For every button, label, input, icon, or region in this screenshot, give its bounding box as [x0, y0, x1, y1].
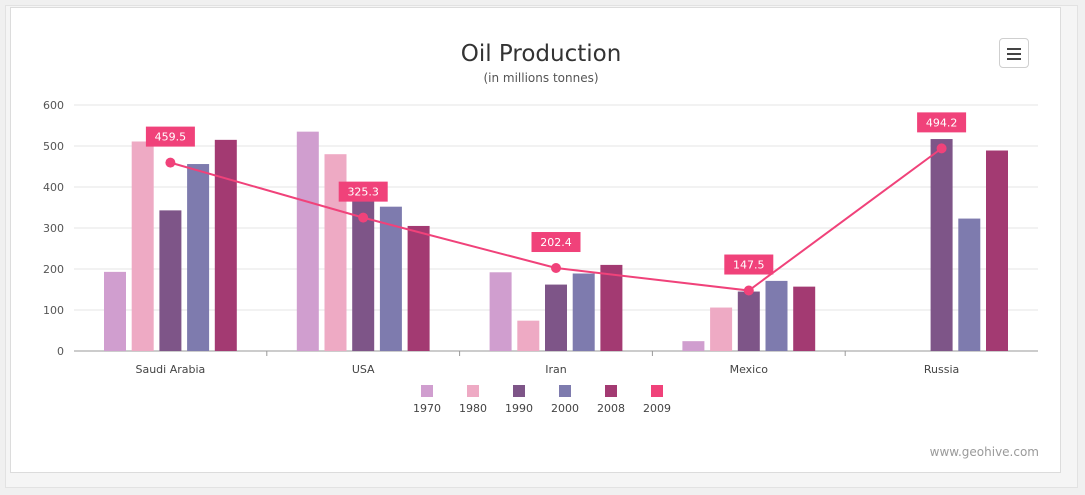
bar-2000-iran[interactable] — [572, 273, 595, 351]
legend-swatch-2000[interactable] — [559, 385, 571, 397]
bar-1980-saudi-arabia[interactable] — [131, 141, 154, 351]
bar-1980-mexico[interactable] — [710, 307, 733, 351]
legend-label-2000[interactable]: 2000 — [551, 402, 579, 415]
bar-1990-russia[interactable] — [930, 139, 953, 351]
bar-2008-saudi-arabia[interactable] — [214, 139, 237, 351]
bar-1970-usa[interactable] — [296, 131, 319, 351]
bar-1990-iran[interactable] — [545, 284, 567, 351]
y-tick-label: 500 — [43, 140, 64, 153]
y-tick-label: 100 — [43, 304, 64, 317]
bar-2000-mexico[interactable] — [765, 280, 788, 351]
x-tick-label: Iran — [545, 363, 567, 376]
data-label: 459.5 — [155, 131, 187, 144]
bar-2008-usa[interactable] — [407, 225, 430, 351]
legend-label-2008[interactable]: 2008 — [597, 402, 625, 415]
chart-title: Oil Production — [461, 41, 622, 67]
legend-swatch-2008[interactable] — [605, 385, 617, 397]
x-tick-label: Russia — [924, 363, 959, 376]
bar-1970-mexico[interactable] — [682, 341, 705, 351]
data-label-box — [531, 232, 581, 253]
line-point-2009[interactable] — [551, 263, 561, 274]
legend-label-2009[interactable]: 2009 — [643, 402, 671, 415]
data-label-box — [917, 112, 967, 133]
data-label: 147.5 — [733, 259, 765, 272]
data-label: 202.4 — [540, 236, 572, 249]
line-point-2009[interactable] — [743, 285, 754, 296]
x-tick-label: Mexico — [730, 363, 769, 376]
bar-1990-mexico[interactable] — [737, 291, 760, 351]
x-tick-label: Saudi Arabia — [135, 363, 205, 376]
bar-2000-saudi-arabia[interactable] — [187, 164, 210, 351]
bar-1970-saudi-arabia[interactable] — [104, 271, 126, 351]
legend-swatch-1980[interactable] — [467, 385, 479, 397]
chart-subtitle: (in millions tonnes) — [483, 71, 598, 85]
y-tick-label: 400 — [43, 181, 64, 194]
line-point-2009[interactable] — [358, 212, 369, 223]
bar-1970-iran[interactable] — [489, 272, 512, 351]
y-tick-label: 300 — [43, 222, 64, 235]
bar-2000-russia[interactable] — [958, 218, 981, 351]
legend-label-1970[interactable]: 1970 — [413, 402, 441, 415]
bar-1990-saudi-arabia[interactable] — [159, 210, 182, 351]
chart-menu-button[interactable] — [999, 38, 1029, 68]
bar-1990-usa[interactable] — [352, 200, 375, 351]
bar-1980-usa[interactable] — [324, 154, 347, 351]
bar-1980-iran[interactable] — [517, 320, 540, 351]
data-label-box — [724, 254, 774, 275]
y-tick-label: 600 — [43, 99, 64, 112]
x-tick-label: USA — [352, 363, 375, 376]
line-point-2009[interactable] — [936, 143, 947, 154]
data-label-box — [145, 126, 195, 147]
legend-label-1990[interactable]: 1990 — [505, 402, 533, 415]
data-label-box — [338, 181, 388, 202]
bar-2008-iran[interactable] — [600, 264, 623, 351]
legend-swatch-2009[interactable] — [651, 385, 663, 397]
data-label: 494.2 — [926, 116, 958, 129]
legend-label-1980[interactable]: 1980 — [459, 402, 487, 415]
line-point-2009[interactable] — [165, 157, 176, 168]
bar-2000-usa[interactable] — [379, 206, 402, 351]
bar-2008-mexico[interactable] — [793, 286, 816, 351]
legend-swatch-1990[interactable] — [513, 385, 525, 397]
bar-2008-russia[interactable] — [986, 150, 1008, 351]
credits-link[interactable]: www.geohive.com — [929, 445, 1039, 459]
data-label: 325.3 — [347, 186, 379, 199]
legend-swatch-1970[interactable] — [421, 385, 433, 397]
y-tick-label: 0 — [57, 345, 64, 358]
y-tick-label: 200 — [43, 263, 64, 276]
